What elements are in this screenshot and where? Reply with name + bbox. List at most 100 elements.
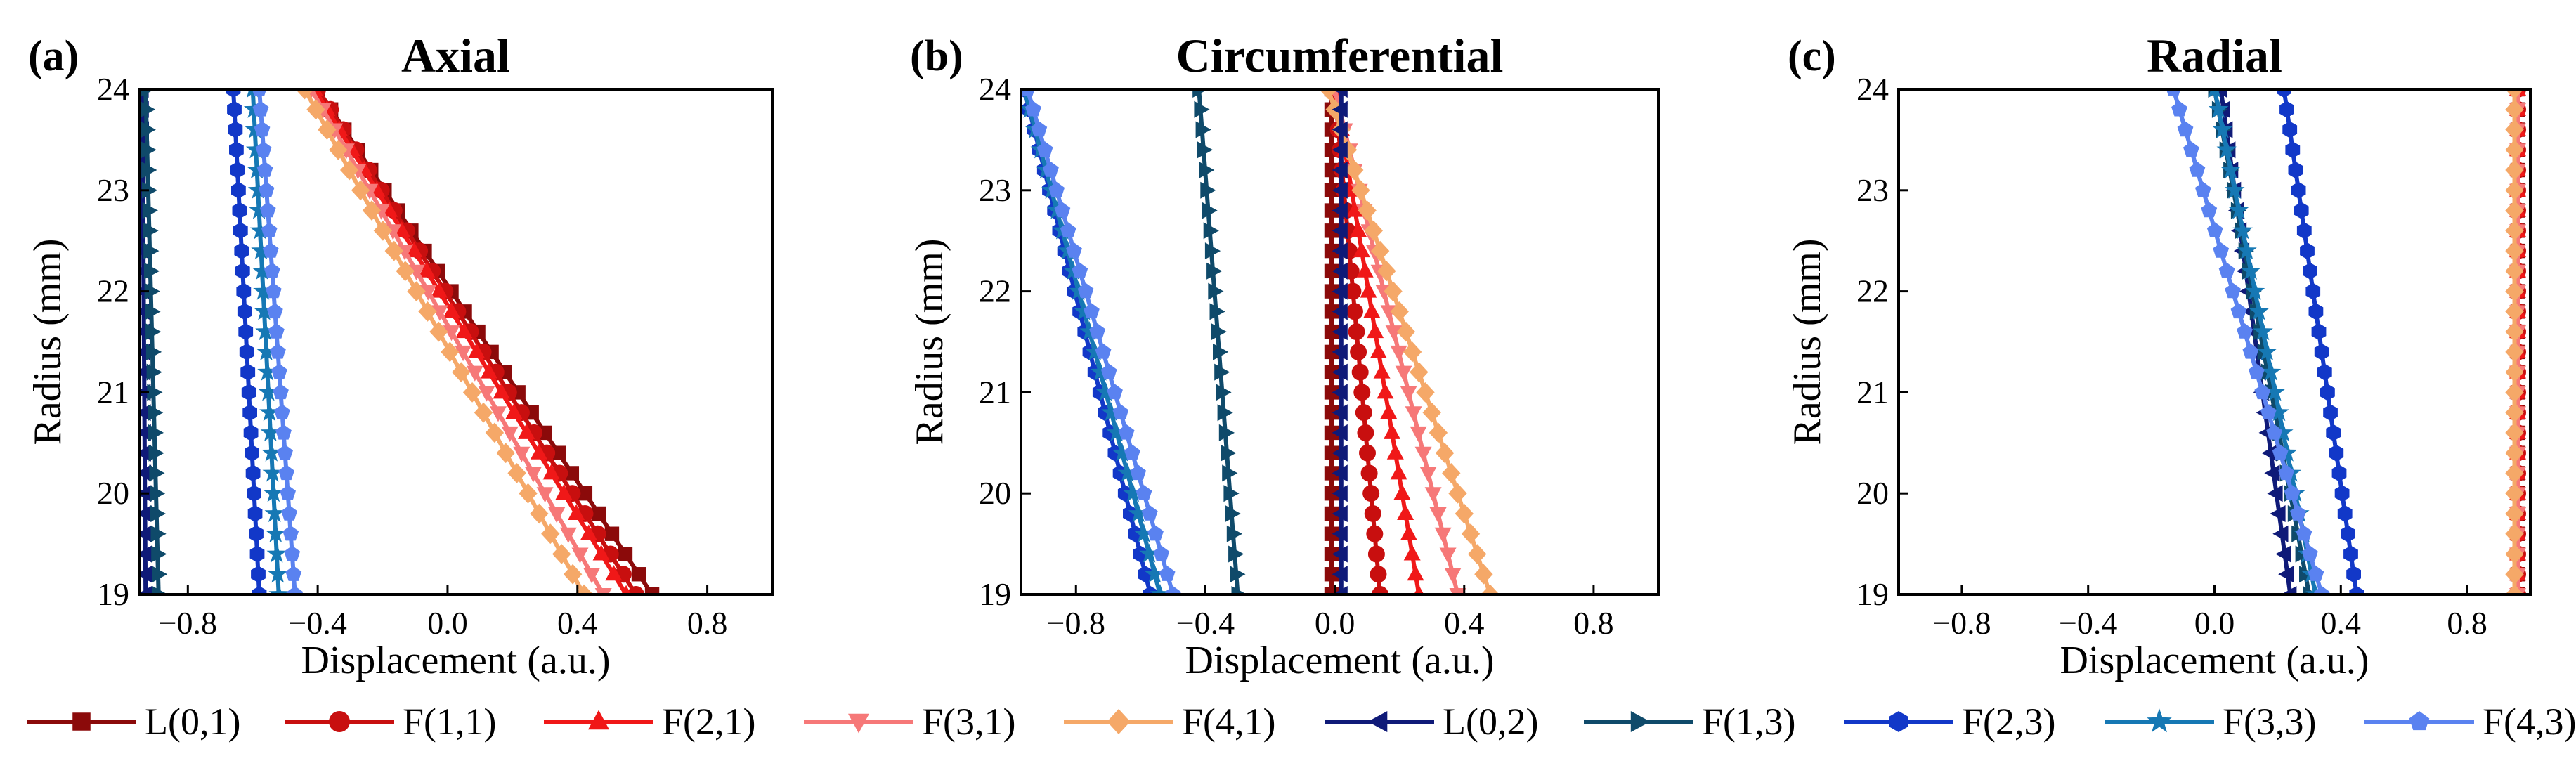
data-point: [2505, 301, 2524, 322]
data-point: [1332, 464, 1348, 482]
data-point: [1324, 304, 1339, 319]
data-point: [1410, 426, 1427, 443]
panel-axial: 19 20 21 22 23 24 −0.8 −0.4 0.0 0.4 0.8 Displacemen…: [26, 29, 774, 682]
data-point: [2341, 525, 2355, 542]
data-point: [2267, 485, 2283, 502]
data-point: [295, 89, 314, 100]
data-point: [455, 322, 473, 339]
data-point: [505, 403, 523, 419]
data-point: [2275, 545, 2291, 563]
data-point: [1153, 545, 1170, 561]
data-point: [396, 261, 415, 282]
legend-label: L(0,2): [1443, 701, 1538, 743]
data-point: [2337, 505, 2353, 522]
data-point: [618, 547, 633, 561]
data-point: [571, 547, 589, 564]
data-point: [145, 323, 162, 341]
data-point: [2225, 282, 2241, 299]
data-point: [1390, 464, 1407, 480]
y-tick-label: 20: [1856, 475, 1889, 511]
x-tick-label: −0.8: [159, 605, 217, 641]
data-point: [559, 527, 577, 543]
data-point: [2171, 100, 2187, 117]
y-tick-label: 21: [979, 374, 1011, 410]
y-tick-label: 22: [1856, 273, 1889, 309]
data-point: [490, 406, 507, 422]
series-f13: [1192, 89, 1247, 594]
data-point: [280, 485, 296, 500]
data-point: [266, 523, 286, 542]
data-point: [2264, 464, 2280, 482]
data-point: [2505, 382, 2524, 403]
legend-item: F(2,3): [1844, 701, 2056, 743]
data-point: [261, 222, 278, 237]
x-tick-label: 0.4: [1444, 605, 1485, 641]
data-point: [1332, 363, 1348, 381]
data-point: [1332, 485, 1348, 502]
data-point: [251, 240, 271, 260]
data-point: [245, 464, 261, 482]
data-point: [548, 507, 566, 523]
data-point: [1332, 262, 1348, 280]
data-point: [501, 426, 519, 443]
x-axis-label: Displacement (a.u.): [2060, 639, 2369, 682]
data-point: [241, 384, 256, 401]
data-point: [2272, 444, 2289, 460]
data-point: [1346, 201, 1364, 217]
y-tick-label: 20: [97, 475, 129, 511]
data-point: [1380, 403, 1398, 419]
data-point: [256, 341, 277, 360]
data-point: [1324, 263, 1339, 279]
data-point: [245, 444, 259, 462]
data-point: [271, 363, 287, 379]
data-point: [1036, 141, 1053, 157]
data-point: [278, 464, 294, 481]
data-point: [1208, 282, 1224, 300]
data-point: [139, 444, 151, 462]
data-point: [231, 181, 246, 199]
data-point: [1332, 141, 1348, 159]
data-point: [259, 202, 276, 218]
data-point: [1429, 422, 1448, 443]
data-point: [139, 525, 152, 542]
data-point: [229, 141, 244, 159]
data-point: [264, 483, 284, 502]
data-point: [1386, 443, 1404, 460]
data-point: [1439, 547, 1457, 564]
data-point: [254, 301, 275, 320]
data-point: [1360, 282, 1377, 298]
data-point: [441, 341, 460, 363]
y-tick-label: 24: [979, 71, 1011, 107]
data-point: [1138, 566, 1153, 583]
data-point: [351, 180, 370, 201]
data-point: [253, 280, 273, 300]
data-point: [318, 119, 337, 140]
data-point: [306, 99, 325, 120]
data-point: [242, 404, 257, 422]
legend-marker: [2409, 711, 2430, 731]
legend-item: L(0,1): [27, 701, 240, 743]
data-point: [2302, 545, 2318, 561]
data-point: [1324, 223, 1339, 238]
data-point: [267, 564, 288, 583]
data-point: [1197, 141, 1214, 159]
data-point: [2505, 281, 2524, 301]
data-point: [1066, 242, 1082, 258]
y-tick-label: 23: [979, 172, 1011, 208]
data-point: [255, 141, 272, 157]
data-point: [519, 483, 538, 504]
data-point: [518, 423, 535, 439]
data-point: [1112, 404, 1129, 419]
data-point: [2213, 242, 2230, 258]
data-point: [1481, 584, 1500, 594]
data-point: [2505, 160, 2524, 181]
data-point: [1324, 405, 1339, 420]
data-point: [2313, 586, 2330, 594]
data-point: [2230, 303, 2247, 319]
data-point: [1332, 202, 1348, 219]
data-point: [2189, 162, 2206, 177]
series-f41: [2505, 89, 2524, 594]
data-point: [2272, 525, 2289, 542]
data-point: [1228, 545, 1244, 563]
data-point: [1128, 525, 1143, 542]
